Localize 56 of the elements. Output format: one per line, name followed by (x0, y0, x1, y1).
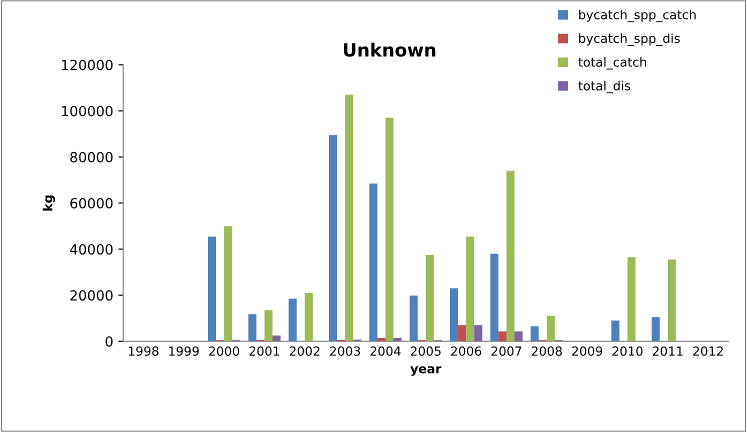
bar (458, 325, 466, 342)
bar (304, 292, 313, 342)
legend-label: bycatch_spp_catch (579, 10, 696, 22)
x-tick-label: 2010 (612, 346, 643, 356)
chart-title: Unknown (344, 42, 436, 57)
y-tick-label: 80000 (70, 152, 113, 162)
x-tick-label: 2008 (532, 346, 562, 356)
bar (224, 226, 232, 342)
y-tick-label: 100000 (62, 106, 113, 116)
x-tick-label: 2004 (370, 346, 401, 356)
bar (668, 259, 676, 342)
x-axis-title: year (410, 366, 442, 376)
legend-label: total_catch (578, 57, 646, 70)
bar (426, 254, 434, 342)
x-tick-label: 2003 (330, 346, 360, 356)
y-tick-label: 40000 (70, 244, 113, 255)
x-tick-label: 2009 (572, 346, 602, 356)
bar (546, 316, 555, 342)
y-tick-label: 0 (106, 336, 113, 347)
x-tick-label: 1998 (128, 346, 158, 356)
bar (498, 331, 506, 342)
x-tick-label: 2011 (652, 346, 683, 356)
bar (611, 320, 620, 342)
x-tick-label: 2005 (410, 346, 441, 356)
bar (272, 336, 281, 342)
bar (385, 118, 394, 342)
x-tick-label: 2002 (290, 346, 320, 356)
bar (466, 236, 474, 342)
bar (450, 288, 458, 342)
bar (369, 183, 378, 342)
x-tick-label: 2001 (249, 346, 280, 356)
bar (506, 170, 515, 342)
bar (652, 317, 660, 342)
bar (264, 310, 273, 342)
x-tick-label: 2000 (209, 346, 240, 356)
bar (627, 257, 636, 342)
x-tick-label: 2006 (451, 346, 482, 356)
bar (490, 254, 498, 342)
legend-label: total_dis (578, 80, 630, 94)
bar (208, 236, 216, 342)
y-axis-title: kg (42, 195, 55, 211)
y-tick-label: 60000 (70, 198, 113, 209)
bar (248, 314, 256, 342)
bar (530, 326, 539, 342)
bar (474, 325, 482, 342)
y-tick-label: 120000 (62, 60, 113, 70)
y-tick-label: 20000 (70, 290, 113, 301)
x-tick-label: 2007 (491, 346, 522, 356)
bar (288, 298, 297, 342)
x-tick-label: 1999 (169, 346, 199, 356)
legend-label: bycatch_spp_dis (579, 33, 680, 46)
bar (328, 135, 338, 342)
bar (345, 94, 354, 342)
bar (410, 296, 418, 342)
bar (514, 331, 523, 342)
x-tick-label: 2012 (693, 346, 723, 356)
